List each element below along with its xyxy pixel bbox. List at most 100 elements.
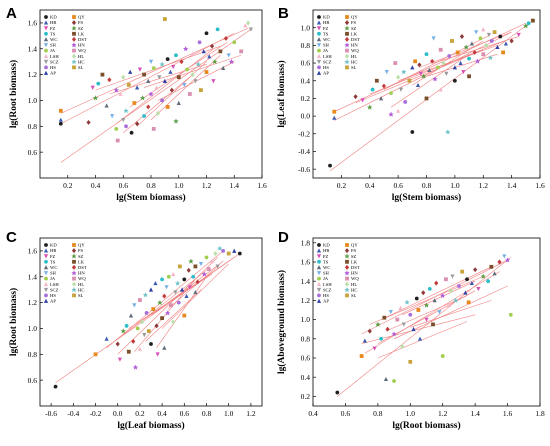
regression-line (123, 74, 193, 133)
data-point (400, 344, 405, 349)
data-point (126, 349, 131, 354)
data-point (155, 352, 160, 357)
legend-entry: WQ (78, 276, 86, 281)
regression-line (55, 253, 240, 383)
data-point (146, 78, 151, 83)
legend-marker (344, 248, 350, 254)
data-point (503, 41, 509, 46)
legend-entry: TS (323, 31, 329, 36)
data-point (437, 310, 442, 315)
x-axis-title: lg(Stem biomass) (116, 192, 185, 203)
data-point (209, 43, 215, 49)
data-point (199, 88, 203, 93)
data-point (100, 72, 105, 77)
data-point (444, 71, 449, 76)
x-tick-label: 1.2 (202, 181, 212, 190)
legend: KD QY HR FS FZ SZ TS LK WC DST SH HN JA WQ LSH HL SCZ HC H… (43, 15, 87, 76)
data-point (151, 66, 156, 71)
data-point (453, 297, 459, 303)
legend-marker (43, 298, 49, 303)
data-point (407, 78, 412, 83)
data-point (526, 21, 531, 26)
data-point (215, 27, 220, 32)
data-point (104, 103, 109, 108)
data-point (188, 258, 194, 264)
x-tick-label: 1.0 (224, 409, 234, 418)
data-point (416, 308, 421, 312)
legend-entry: LSH (50, 54, 59, 59)
y-tick-label: 0.2 (301, 94, 311, 103)
legend-entry: SCZ (50, 287, 59, 292)
regression-line (369, 276, 484, 325)
legend-entry: LSH (323, 282, 332, 287)
panel-letter: D (278, 229, 289, 246)
data-point (243, 23, 248, 28)
regression-line (134, 279, 196, 352)
data-point (128, 69, 133, 74)
y-tick-label: -0.4 (298, 147, 310, 156)
data-point (207, 54, 212, 59)
legend-marker (317, 259, 321, 264)
data-point (182, 277, 187, 282)
plot-area (58, 17, 253, 163)
data-point (187, 285, 192, 290)
legend-entry: WQ (351, 276, 359, 281)
legend-entry: WC (50, 265, 57, 270)
y-tick-label: 1.4 (28, 272, 38, 281)
legend-marker (344, 59, 350, 65)
x-tick-label: 1.0 (450, 181, 460, 190)
regression-line (385, 295, 468, 332)
legend-marker (44, 48, 48, 53)
data-point (362, 338, 367, 343)
data-point (473, 267, 478, 273)
legend-entry: AP (323, 71, 329, 76)
x-tick-label: 0.4 (365, 181, 375, 190)
data-point (447, 302, 452, 308)
legend-entry: FZ (323, 254, 329, 259)
legend-marker (316, 20, 322, 25)
legend-marker (44, 65, 48, 70)
data-point (388, 111, 394, 117)
data-point (474, 58, 481, 64)
legend-entry: SL (351, 293, 357, 298)
data-point (388, 310, 393, 315)
data-point (115, 341, 120, 347)
data-point (374, 78, 379, 83)
data-point (218, 49, 223, 54)
chart-panel-a: A 0.2 0.4 0.6 0.8 1.0 1.2 1.4 1.6 0.6 0.8 1.0 1.2 1.4… (6, 5, 267, 203)
legend-entry: HC (351, 59, 357, 64)
data-point (212, 59, 218, 65)
legend-entry: DST (78, 265, 87, 270)
data-point (96, 81, 101, 86)
legend-marker (345, 243, 349, 247)
data-point (160, 98, 165, 103)
data-point (444, 277, 448, 282)
data-point (401, 69, 407, 75)
legend-marker (344, 281, 350, 287)
legend-marker (316, 271, 322, 276)
legend-marker (43, 281, 49, 287)
data-point (135, 326, 140, 331)
x-tick-label: -0.6 (45, 409, 57, 418)
y-tick-label: 1.4 (301, 277, 311, 286)
plot-frame (312, 237, 541, 407)
data-point (414, 296, 419, 301)
data-point (417, 62, 422, 68)
x-tick-label: 1.6 (503, 409, 513, 418)
y-axis-title: lg(Root biomass) (8, 60, 19, 128)
y-tick-label: 0.2 (301, 392, 311, 401)
x-axis-title: lg(Leaf biomass) (117, 420, 184, 431)
data-point (478, 36, 483, 41)
legend-entry: FS (351, 20, 357, 25)
y-tick-label: 0.6 (301, 354, 311, 363)
data-point (140, 95, 146, 101)
legend-entry: FS (78, 20, 84, 25)
legend-marker (317, 15, 321, 19)
data-point (335, 390, 340, 395)
plot-area (335, 254, 513, 397)
data-point (460, 269, 465, 274)
regression-line (361, 314, 476, 344)
legend-marker (316, 248, 322, 253)
data-point (523, 23, 529, 29)
data-point (435, 65, 440, 70)
